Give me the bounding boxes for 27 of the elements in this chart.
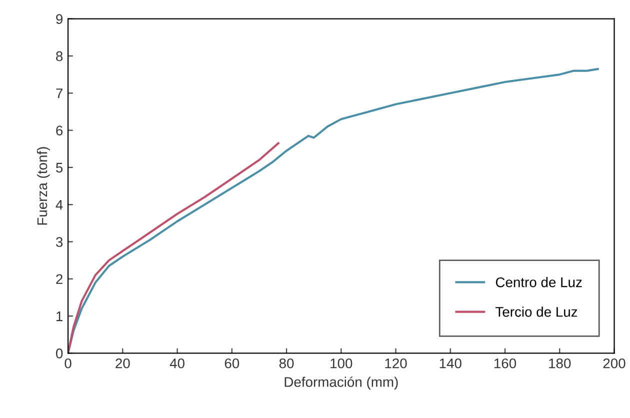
x-tick-label: 120 — [385, 358, 407, 368]
legend-label: Centro de Luz — [496, 277, 582, 288]
line-series — [68, 68, 599, 354]
y-tick-label: 0 — [56, 348, 63, 358]
y-tick-label: 1 — [56, 312, 62, 322]
x-tick-label: 200 — [603, 358, 626, 368]
x-tick-label: 80 — [279, 358, 294, 368]
x-tick-label: 100 — [330, 358, 352, 368]
y-tick-label: 2 — [56, 274, 62, 284]
x-tick-label: 160 — [494, 358, 516, 368]
x-tick-label: 20 — [116, 358, 130, 368]
y-axis-title: Fuerza (tonf) — [36, 147, 50, 225]
line-series — [68, 142, 280, 354]
y-tick-label: 6 — [56, 126, 63, 136]
y-tick-label: 7 — [56, 88, 62, 98]
y-tick-label: 5 — [56, 162, 63, 173]
x-axis-title: Deformación (mm) — [284, 376, 398, 390]
legend-label: Tercio de Luz — [496, 306, 578, 317]
y-tick-label: 8 — [56, 51, 63, 62]
x-tick-label: 140 — [440, 358, 462, 368]
y-tick-label: 9 — [56, 14, 63, 24]
x-tick-label: 60 — [224, 358, 240, 368]
y-tick-label: 4 — [56, 200, 63, 210]
x-tick-label: 0 — [64, 358, 72, 368]
x-tick-label: 40 — [170, 358, 184, 368]
x-tick-label: 180 — [549, 358, 571, 368]
y-tick-label: 3 — [56, 237, 63, 247]
